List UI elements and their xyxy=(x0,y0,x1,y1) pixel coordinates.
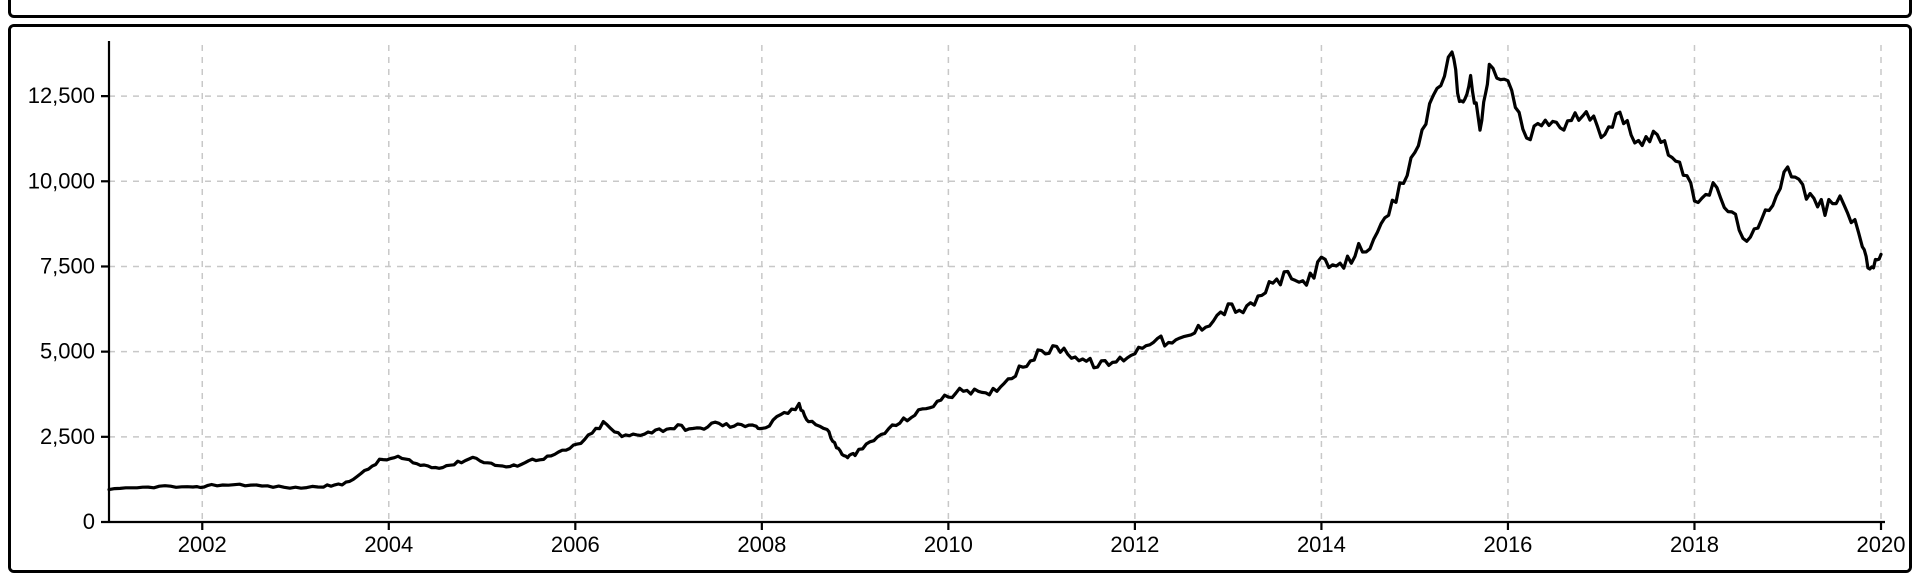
line-chart: 0 2,500 5,000 7,500 10,000 12,500 2002 2004 2006… xyxy=(11,27,1909,570)
x-tick-label: 2002 xyxy=(178,532,227,557)
x-tick-label: 2016 xyxy=(1483,532,1532,557)
x-tick-label: 2014 xyxy=(1297,532,1346,557)
x-tick-label: 2006 xyxy=(551,532,600,557)
y-tick-label: 10,000 xyxy=(28,168,95,193)
x-tick-label: 2020 xyxy=(1857,532,1906,557)
x-tick-label: 2012 xyxy=(1110,532,1159,557)
x-tick-label: 2004 xyxy=(364,532,413,557)
x-tick-label: 2008 xyxy=(737,532,786,557)
x-tick-label: 2018 xyxy=(1670,532,1719,557)
x-tick-label: 2010 xyxy=(924,532,973,557)
y-tick-label: 7,500 xyxy=(40,253,95,278)
y-tick-label: 5,000 xyxy=(40,339,95,364)
y-tick-label: 0 xyxy=(83,509,95,534)
chart-container: 0 2,500 5,000 7,500 10,000 12,500 2002 2004 2006… xyxy=(8,24,1912,573)
panel-divider-top xyxy=(8,0,1912,18)
y-tick-label: 2,500 xyxy=(40,424,95,449)
y-tick-label: 12,500 xyxy=(28,83,95,108)
